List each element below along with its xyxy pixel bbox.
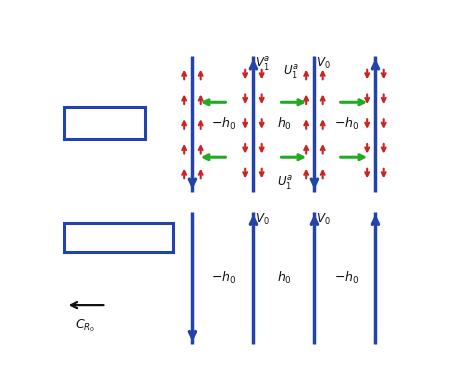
Text: $-h_0$: $-h_0$ xyxy=(334,116,359,132)
Text: $-h_0$: $-h_0$ xyxy=(211,270,236,286)
Text: $U_1^a$: $U_1^a$ xyxy=(283,64,299,81)
Text: $V_0$: $V_0$ xyxy=(315,56,330,71)
Text: $t=\pi/2\,|\omega_{R_0}|$: $t=\pi/2\,|\omega_{R_0}|$ xyxy=(87,230,150,245)
Text: $h_0$: $h_0$ xyxy=(277,270,292,286)
FancyBboxPatch shape xyxy=(64,223,174,252)
Text: $-h_0$: $-h_0$ xyxy=(211,116,236,132)
Text: $C_{R_0}$: $C_{R_0}$ xyxy=(75,317,95,334)
Text: t= 0: t= 0 xyxy=(91,117,118,130)
Text: $V_0$: $V_0$ xyxy=(255,212,269,227)
Text: $-h_0$: $-h_0$ xyxy=(334,270,359,286)
Text: $V_0$: $V_0$ xyxy=(315,212,330,227)
FancyBboxPatch shape xyxy=(64,107,145,139)
Text: $U_1^a$: $U_1^a$ xyxy=(277,174,293,192)
Text: $V_1^a$: $V_1^a$ xyxy=(255,56,270,73)
Text: $h_0$: $h_0$ xyxy=(277,116,292,132)
